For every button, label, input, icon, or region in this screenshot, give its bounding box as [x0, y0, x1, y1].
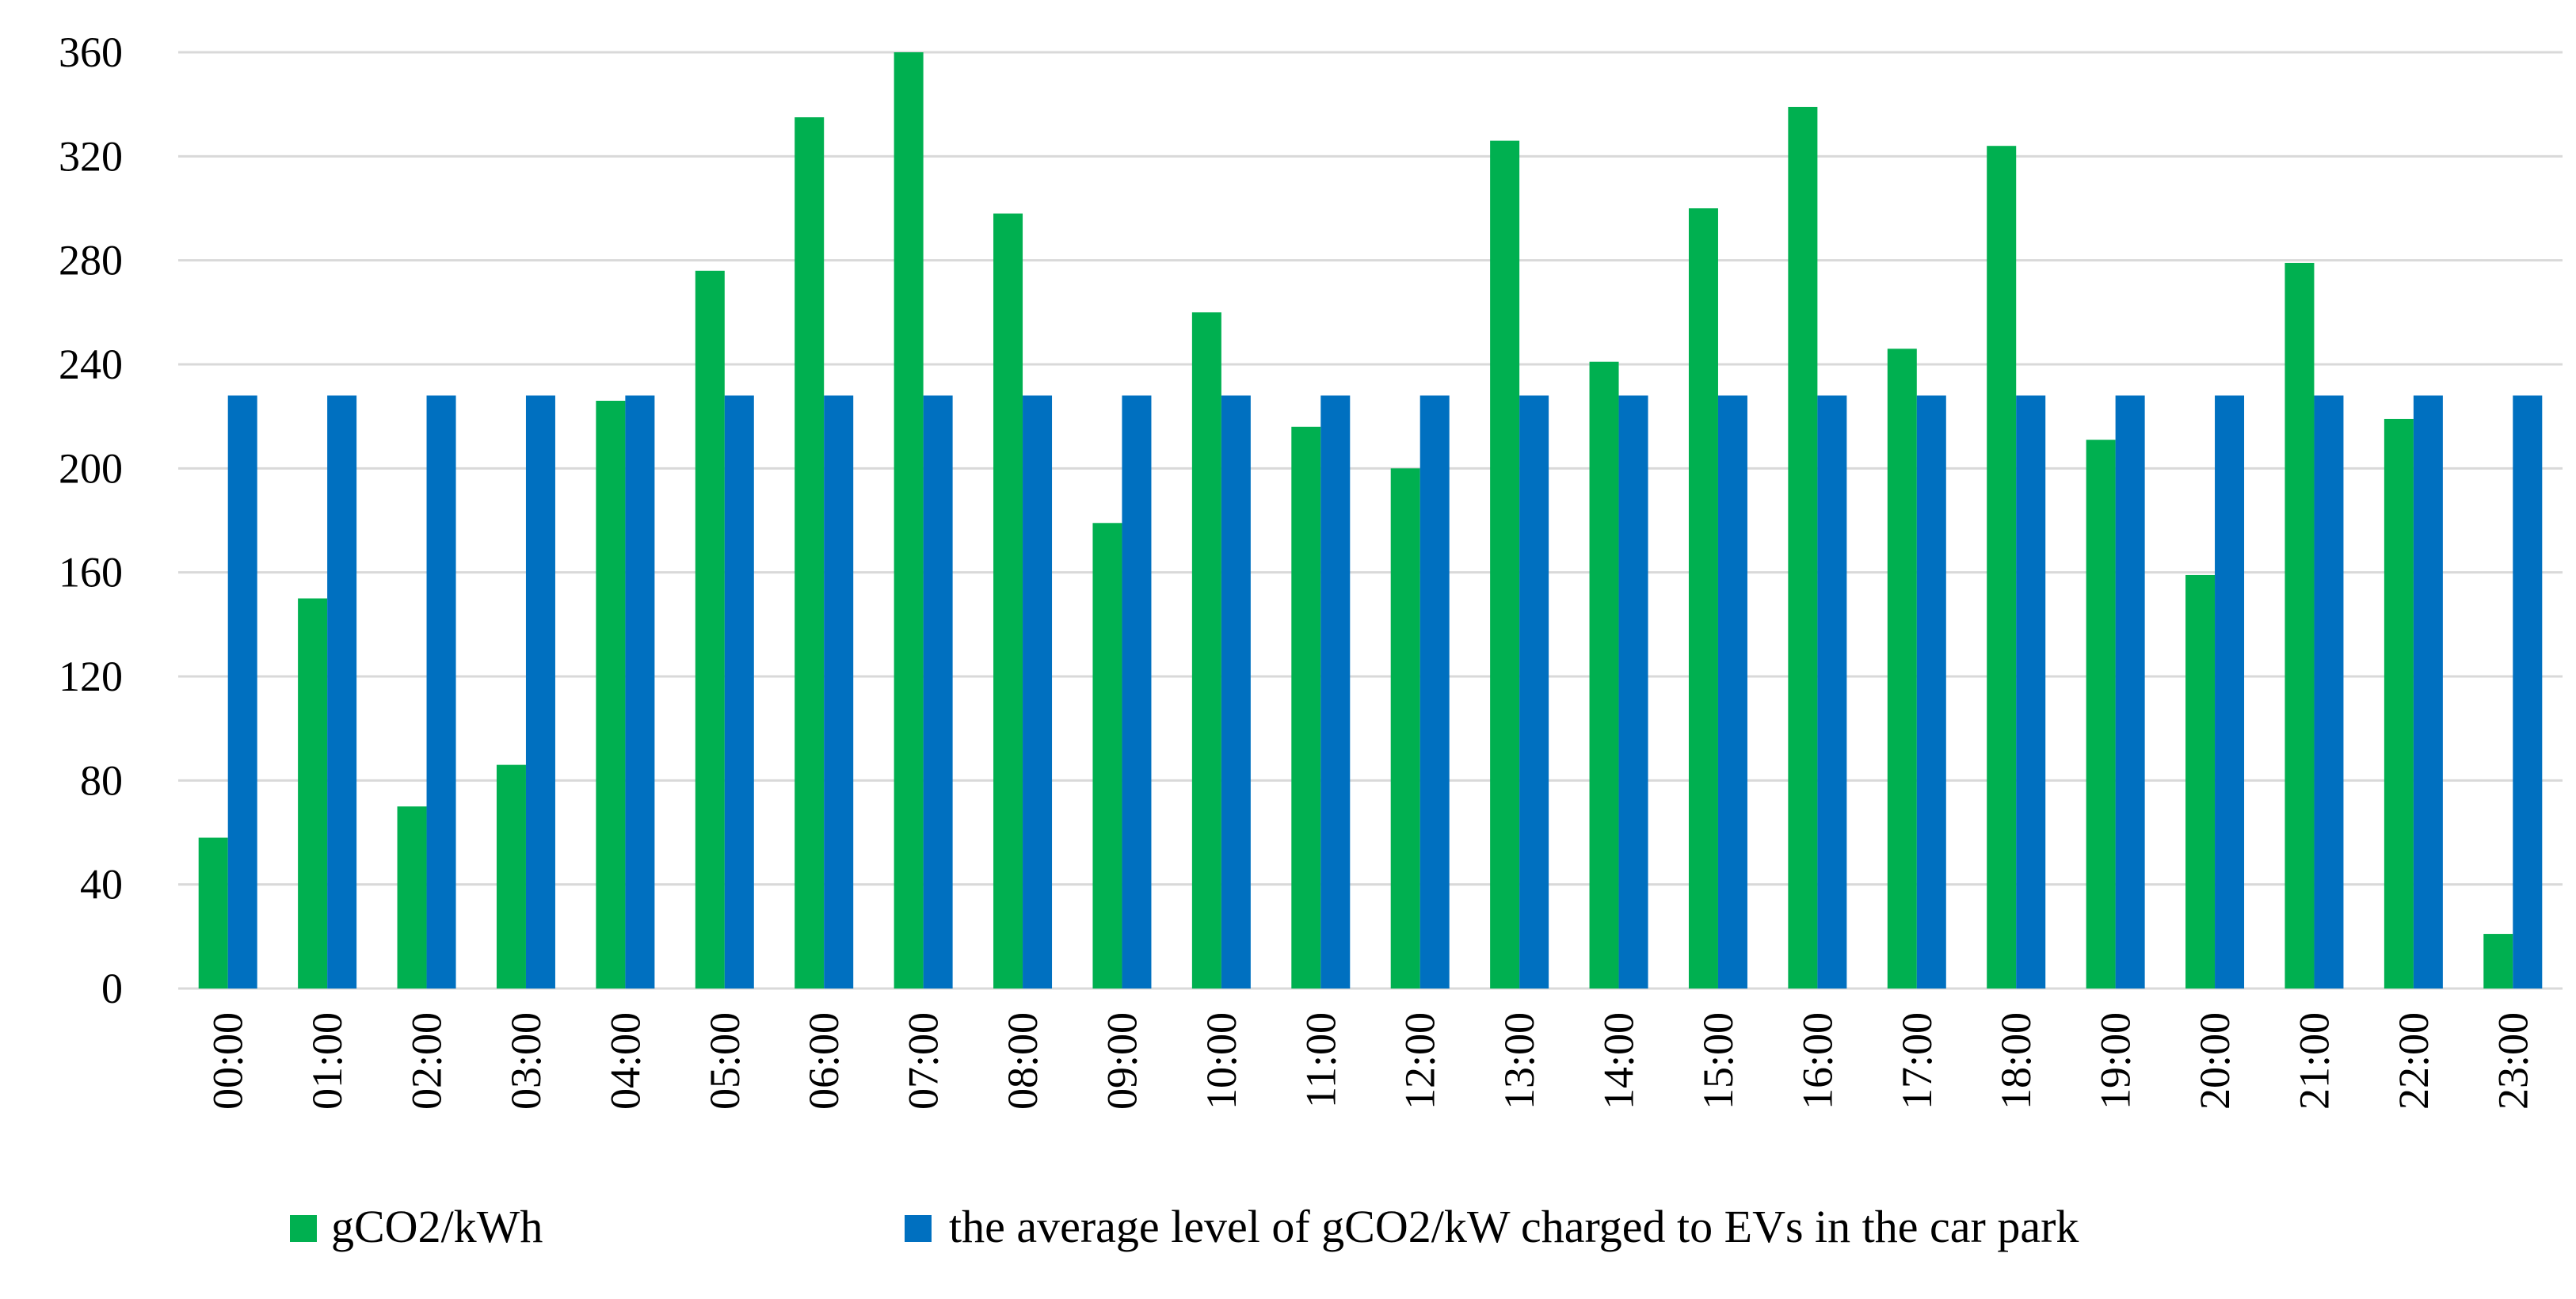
- y-tick-label: 160: [59, 549, 123, 596]
- legend-swatch-average-level: [905, 1215, 932, 1242]
- bar-average-level-0000: [227, 395, 257, 989]
- y-tick-label: 280: [59, 237, 123, 284]
- bar-gco2-kwh-0400: [596, 400, 626, 989]
- bar-gco2-kwh-0600: [795, 117, 825, 989]
- x-tick-label: 05:00: [701, 1012, 749, 1110]
- bar-average-level-1400: [1618, 395, 1648, 989]
- bar-average-level-1200: [1419, 395, 1450, 989]
- x-tick-label: 17:00: [1893, 1012, 1941, 1110]
- legend-swatch-gco2-kwh: [290, 1215, 317, 1242]
- x-tick-label: 00:00: [204, 1012, 252, 1110]
- gridlines: [178, 51, 2563, 990]
- x-tick-label: 21:00: [2290, 1012, 2338, 1110]
- x-tick-label: 04:00: [601, 1012, 649, 1110]
- bar-gco2-kwh-2000: [2185, 574, 2216, 989]
- bar-average-level-2200: [2413, 395, 2443, 989]
- bar-average-level-0200: [426, 395, 456, 989]
- x-tick-label: 07:00: [900, 1012, 947, 1110]
- x-tick-label: 09:00: [1098, 1012, 1145, 1110]
- x-tick-label: 03:00: [502, 1012, 550, 1110]
- x-axis-ticks: 00:00 01:00 02:00 03:00 04:00 05:00 06:00 07:00…: [204, 1012, 2537, 1110]
- bar-gco2-kwh-1500: [1688, 208, 1718, 989]
- y-axis-ticks: 0 40 80 120 160 200 240 280 320 360: [59, 29, 123, 1012]
- bar-average-level-2300: [2513, 395, 2543, 989]
- bar-average-level-0900: [1122, 395, 1152, 989]
- y-tick-label: 0: [101, 965, 123, 1012]
- bar-average-level-0300: [525, 395, 555, 989]
- x-tick-label: 10:00: [1198, 1012, 1245, 1110]
- x-tick-label: 19:00: [2092, 1012, 2140, 1110]
- bar-average-level-0600: [824, 395, 854, 989]
- bar-average-level-1700: [1916, 395, 1946, 989]
- bar-gco2-kwh-1800: [1987, 146, 2017, 989]
- bar-average-level-1000: [1221, 395, 1251, 989]
- legend-label-gco2-kwh: gCO2/kWh: [331, 1201, 543, 1252]
- y-tick-label: 320: [59, 132, 123, 180]
- x-tick-label: 22:00: [2390, 1012, 2437, 1110]
- bar-gco2-kwh-0100: [298, 598, 328, 989]
- bar-gco2-kwh-1700: [1887, 349, 1917, 989]
- bar-average-level-0800: [1023, 395, 1053, 989]
- legend-label-average-level: the average level of gCO2/kW charged to …: [949, 1201, 2079, 1252]
- bar-gco2-kwh-1600: [1788, 106, 1818, 989]
- x-tick-label: 02:00: [403, 1012, 451, 1110]
- x-tick-label: 08:00: [999, 1012, 1046, 1110]
- bar-gco2-kwh-0200: [397, 806, 427, 989]
- legend-item-0: gCO2/kWh: [290, 1201, 543, 1252]
- bar-gco2-kwh-1300: [1490, 140, 1520, 989]
- x-tick-label: 11:00: [1297, 1012, 1344, 1108]
- bars: [198, 52, 2543, 989]
- y-tick-label: 40: [80, 861, 123, 909]
- bar-gco2-kwh-1900: [2086, 440, 2116, 989]
- x-tick-label: 20:00: [2191, 1012, 2239, 1110]
- bar-average-level-2000: [2215, 395, 2245, 989]
- y-tick-label: 120: [59, 653, 123, 700]
- bar-gco2-kwh-0500: [695, 270, 725, 989]
- bar-average-level-0500: [724, 395, 754, 989]
- x-tick-label: 14:00: [1595, 1012, 1643, 1110]
- x-tick-label: 01:00: [303, 1012, 351, 1110]
- x-tick-label: 18:00: [1992, 1012, 2040, 1110]
- bar-average-level-1600: [1817, 395, 1847, 989]
- bar-gco2-kwh-0000: [198, 837, 228, 989]
- bar-gco2-kwh-0800: [993, 213, 1023, 989]
- x-tick-label: 15:00: [1694, 1012, 1742, 1110]
- bar-gco2-kwh-0900: [1092, 523, 1122, 989]
- bar-gco2-kwh-2100: [2284, 262, 2315, 989]
- x-tick-label: 13:00: [1496, 1012, 1543, 1110]
- bar-average-level-1500: [1717, 395, 1747, 989]
- bar-gco2-kwh-2300: [2483, 934, 2513, 989]
- bar-gco2-kwh-1200: [1390, 468, 1420, 989]
- bar-gco2-kwh-0700: [894, 52, 924, 989]
- y-tick-label: 360: [59, 29, 123, 76]
- bar-average-level-1300: [1519, 395, 1549, 989]
- bar-gco2-kwh-0300: [496, 764, 526, 989]
- bar-average-level-1800: [2016, 395, 2046, 989]
- x-tick-label: 06:00: [800, 1012, 848, 1110]
- y-tick-label: 240: [59, 341, 123, 388]
- y-tick-label: 80: [80, 756, 123, 804]
- bar-gco2-kwh-1400: [1589, 361, 1619, 989]
- y-tick-label: 200: [59, 444, 123, 492]
- x-tick-label: 23:00: [2489, 1012, 2536, 1110]
- bar-average-level-2100: [2314, 395, 2344, 989]
- bar-average-level-1100: [1320, 395, 1351, 989]
- bar-gco2-kwh-1100: [1291, 426, 1321, 989]
- x-tick-label: 12:00: [1397, 1012, 1444, 1110]
- bar-average-level-0100: [327, 395, 357, 989]
- x-tick-label: 16:00: [1793, 1012, 1841, 1110]
- bar-average-level-0700: [923, 395, 953, 989]
- legend-item-1: the average level of gCO2/kW charged to …: [905, 1201, 2079, 1252]
- bar-average-level-1900: [2115, 395, 2145, 989]
- bar-gco2-kwh-1000: [1191, 312, 1221, 989]
- bar-gco2-kwh-2200: [2384, 418, 2414, 989]
- legend: gCO2/kWh the average level of gCO2/kW ch…: [290, 1201, 2079, 1252]
- bar-average-level-0400: [625, 395, 655, 989]
